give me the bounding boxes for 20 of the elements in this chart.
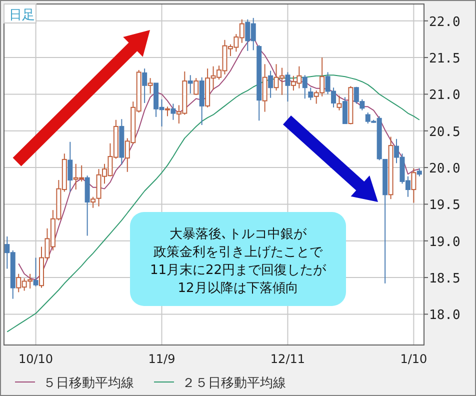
x-tick-label: 11/9: [148, 352, 176, 366]
x-tick-label: 1/10: [400, 352, 428, 366]
y-tick-label: 22.0: [429, 14, 460, 30]
y-tick-label: 19.0: [429, 234, 460, 250]
x-tick-label: 10/10: [18, 352, 54, 366]
y-tick-label: 21.0: [429, 88, 460, 104]
x-tick-label: 12/11: [270, 352, 306, 366]
y-tick-label: 19.5: [429, 198, 460, 214]
annotation: 政策金利を引き上げたことで: [154, 245, 324, 260]
y-tick-label: 20.0: [429, 162, 460, 177]
y-tick-label: 20.5: [429, 124, 460, 140]
y-tick-label: 18.5: [429, 272, 460, 287]
annotation: 11月末に22円まで回復したが: [150, 263, 328, 278]
y-tick-label: 18.0: [429, 308, 460, 324]
legend-label: ２５日移動平均線: [182, 376, 286, 391]
y-tick-label: 21.5: [429, 52, 460, 67]
legend-label: ５日移動平均線: [43, 376, 134, 391]
annotation: 12月以降は下落傾向: [178, 281, 298, 296]
annotation: 大暴落後､トルコ中銀が: [170, 227, 308, 242]
chart-title: 日足: [9, 8, 35, 23]
